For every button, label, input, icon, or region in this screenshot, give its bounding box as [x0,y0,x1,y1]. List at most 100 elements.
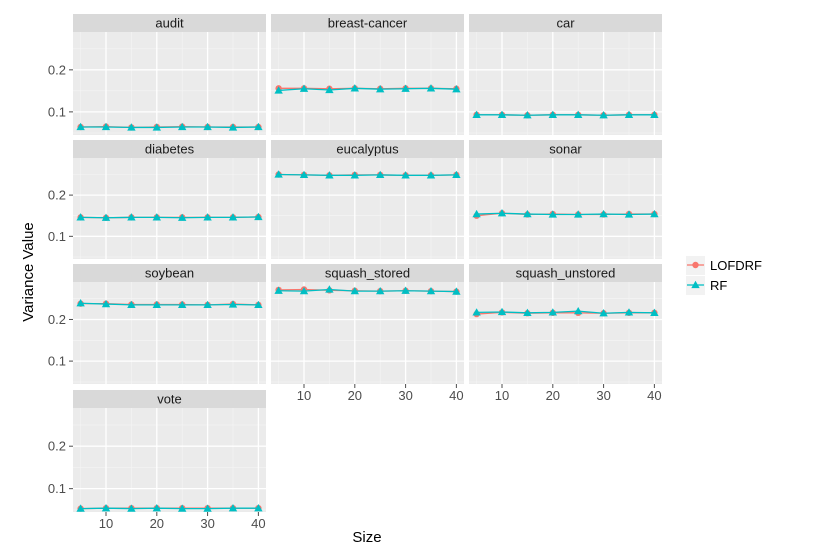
facet-strip-label: audit [155,16,184,31]
data-point-rf [274,170,283,178]
facet-panel-diabetes: diabetes 0.1 0.2 [48,140,266,259]
facet-strip [271,140,464,158]
data-point-rf [254,300,263,309]
data-point-rf [472,209,481,218]
data-point-rf [254,503,263,512]
data-point-rf [624,210,634,218]
series-line-rf [278,87,457,92]
y-tick-label: 0.1 [48,229,66,244]
facet-panel-audit: audit 0.1 0.2 [48,14,266,135]
data-point-rf [548,210,558,218]
y-tick-label: 0.1 [48,354,66,369]
plot-background [271,32,464,135]
data-point-rf [375,170,385,179]
data-point-rf [203,504,212,512]
data-point-rf [650,209,659,218]
data-point-rf [401,84,410,92]
legend-label: LOFDRF [710,258,762,273]
x-tick-label: 20 [348,388,362,403]
facet-panel-vote: vote 0.1 0.2 10 20 30 40 [48,390,266,531]
facet-strip-label: car [556,16,575,31]
data-point-rf [254,122,263,131]
data-point-rf [228,300,238,308]
data-point-rf [76,299,85,307]
legend-key-marker [691,280,700,289]
data-point-rf [299,170,309,179]
data-point-rf [127,213,136,221]
data-point-rf [426,286,436,295]
data-point-rf [127,123,136,131]
data-point-rf [228,503,238,512]
data-point-rf [599,209,608,218]
plot-background [73,158,266,259]
facet-panel-car: car [469,14,662,135]
data-point-rf [523,111,532,119]
y-tick-label: 0.2 [48,62,66,77]
data-point-rf [350,171,360,179]
data-point-rf [624,308,634,316]
data-point-rf [497,307,507,316]
data-point-rf [152,213,162,221]
data-point-rf [401,171,410,179]
facet-strip [469,14,662,32]
facet-strip-label: squash_unstored [516,266,616,281]
legend: LOFDRF RF [686,256,762,295]
data-point-rf [203,213,212,221]
series-line-rf [278,288,457,293]
x-axis-title: Size [352,529,381,546]
data-point-rf [401,286,410,294]
data-point-rf [548,110,558,118]
facet-strip [73,140,266,158]
facet-panel-breast-cancer: breast-cancer [271,14,464,135]
y-tick-label: 0.2 [48,188,66,203]
legend-item-rf: RF [686,276,727,295]
x-tick-label: 30 [596,388,610,403]
x-tick-label: 40 [647,388,661,403]
data-point-rf [325,285,334,293]
data-point-rf [254,212,263,221]
data-point-rf [101,213,111,221]
facet-strip-label: eucalyptus [336,142,399,157]
plot-background [73,408,266,512]
data-point-rf [523,209,532,218]
plot-background [73,32,266,135]
facet-panels: audit 0.1 0.2 breast-cancer car diabetes 0.1 0.… [48,14,662,531]
x-tick-label: 10 [99,516,113,531]
data-point-rf [426,84,436,92]
data-point-rf [152,123,162,131]
data-point-rf [599,111,608,119]
y-axis-title: Variance Value [20,222,37,322]
data-point-rf [101,299,111,308]
x-tick-label: 30 [398,388,412,403]
x-tick-label: 10 [297,388,311,403]
data-point-rf [152,300,162,309]
data-point-rf [299,286,309,295]
y-tick-label: 0.1 [48,481,66,496]
series-line-rf [80,216,259,219]
plot-background [271,282,464,384]
plot-background [469,158,662,259]
data-point-rf [523,308,532,316]
data-point-rf [650,308,659,316]
facet-strip [469,264,662,282]
data-point-rf [573,210,583,218]
data-point-rf [497,209,507,217]
data-point-rf [650,110,659,118]
facet-strip-label: breast-cancer [328,16,408,31]
data-point-rf [203,300,212,309]
data-point-rf [152,503,162,512]
data-point-rf [573,306,583,315]
y-tick-label: 0.2 [48,439,66,454]
x-tick-label: 30 [200,516,214,531]
facet-strip [271,14,464,32]
facet-strip [271,264,464,282]
data-point-rf [177,122,187,131]
data-point-rf [127,300,136,309]
legend-label: RF [710,278,727,293]
series-line-rf [278,173,457,176]
plot-background [469,32,662,135]
data-point-rf [497,110,507,118]
data-point-rf [426,171,436,179]
data-point-rf [375,84,385,93]
